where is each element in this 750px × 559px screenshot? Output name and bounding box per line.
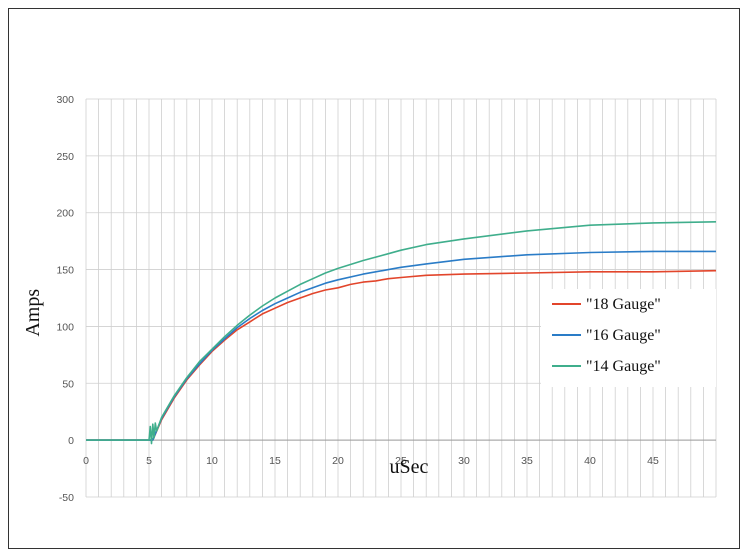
legend: "18 Gauge" "16 Gauge" "14 Gauge" [541, 289, 716, 387]
x-tick-label: 25 [395, 455, 407, 467]
y-tick-label: 300 [56, 94, 74, 106]
legend-box [541, 289, 716, 387]
y-tick-label: -50 [59, 492, 74, 504]
chart-frame: -50 0 50 100 150 200 250 300 0 5 10 15 20 25 30 35 40 45 u… [8, 8, 740, 549]
x-tick-label: 20 [332, 455, 344, 467]
x-tick-label: 5 [146, 455, 152, 467]
x-tick-label: 30 [458, 455, 470, 467]
legend-label: "18 Gauge" [586, 296, 661, 313]
y-tick-label: 150 [56, 265, 74, 277]
y-tick-label: 250 [56, 151, 74, 163]
x-tick-label: 0 [83, 455, 89, 467]
grid [85, 98, 717, 498]
y-axis-title: Amps [22, 289, 44, 337]
legend-label: "16 Gauge" [586, 327, 661, 344]
legend-label: "14 Gauge" [586, 358, 661, 375]
series-line-3 [86, 221, 717, 445]
x-tick-label: 40 [584, 455, 596, 467]
y-tick-label: 0 [68, 435, 74, 447]
x-tick-label: 45 [647, 455, 659, 467]
x-tick-label: 15 [269, 455, 281, 467]
y-tick-label: 200 [56, 208, 74, 220]
y-tick-label: 100 [56, 321, 74, 333]
y-tick-label: 50 [62, 378, 74, 390]
x-tick-label: 10 [206, 455, 218, 467]
line-chart: -50 0 50 100 150 200 250 300 0 5 10 15 20 25 30 35 40 45 u… [22, 94, 717, 504]
x-axis-title: uSec [390, 456, 429, 478]
x-tick-label: 35 [521, 455, 533, 467]
